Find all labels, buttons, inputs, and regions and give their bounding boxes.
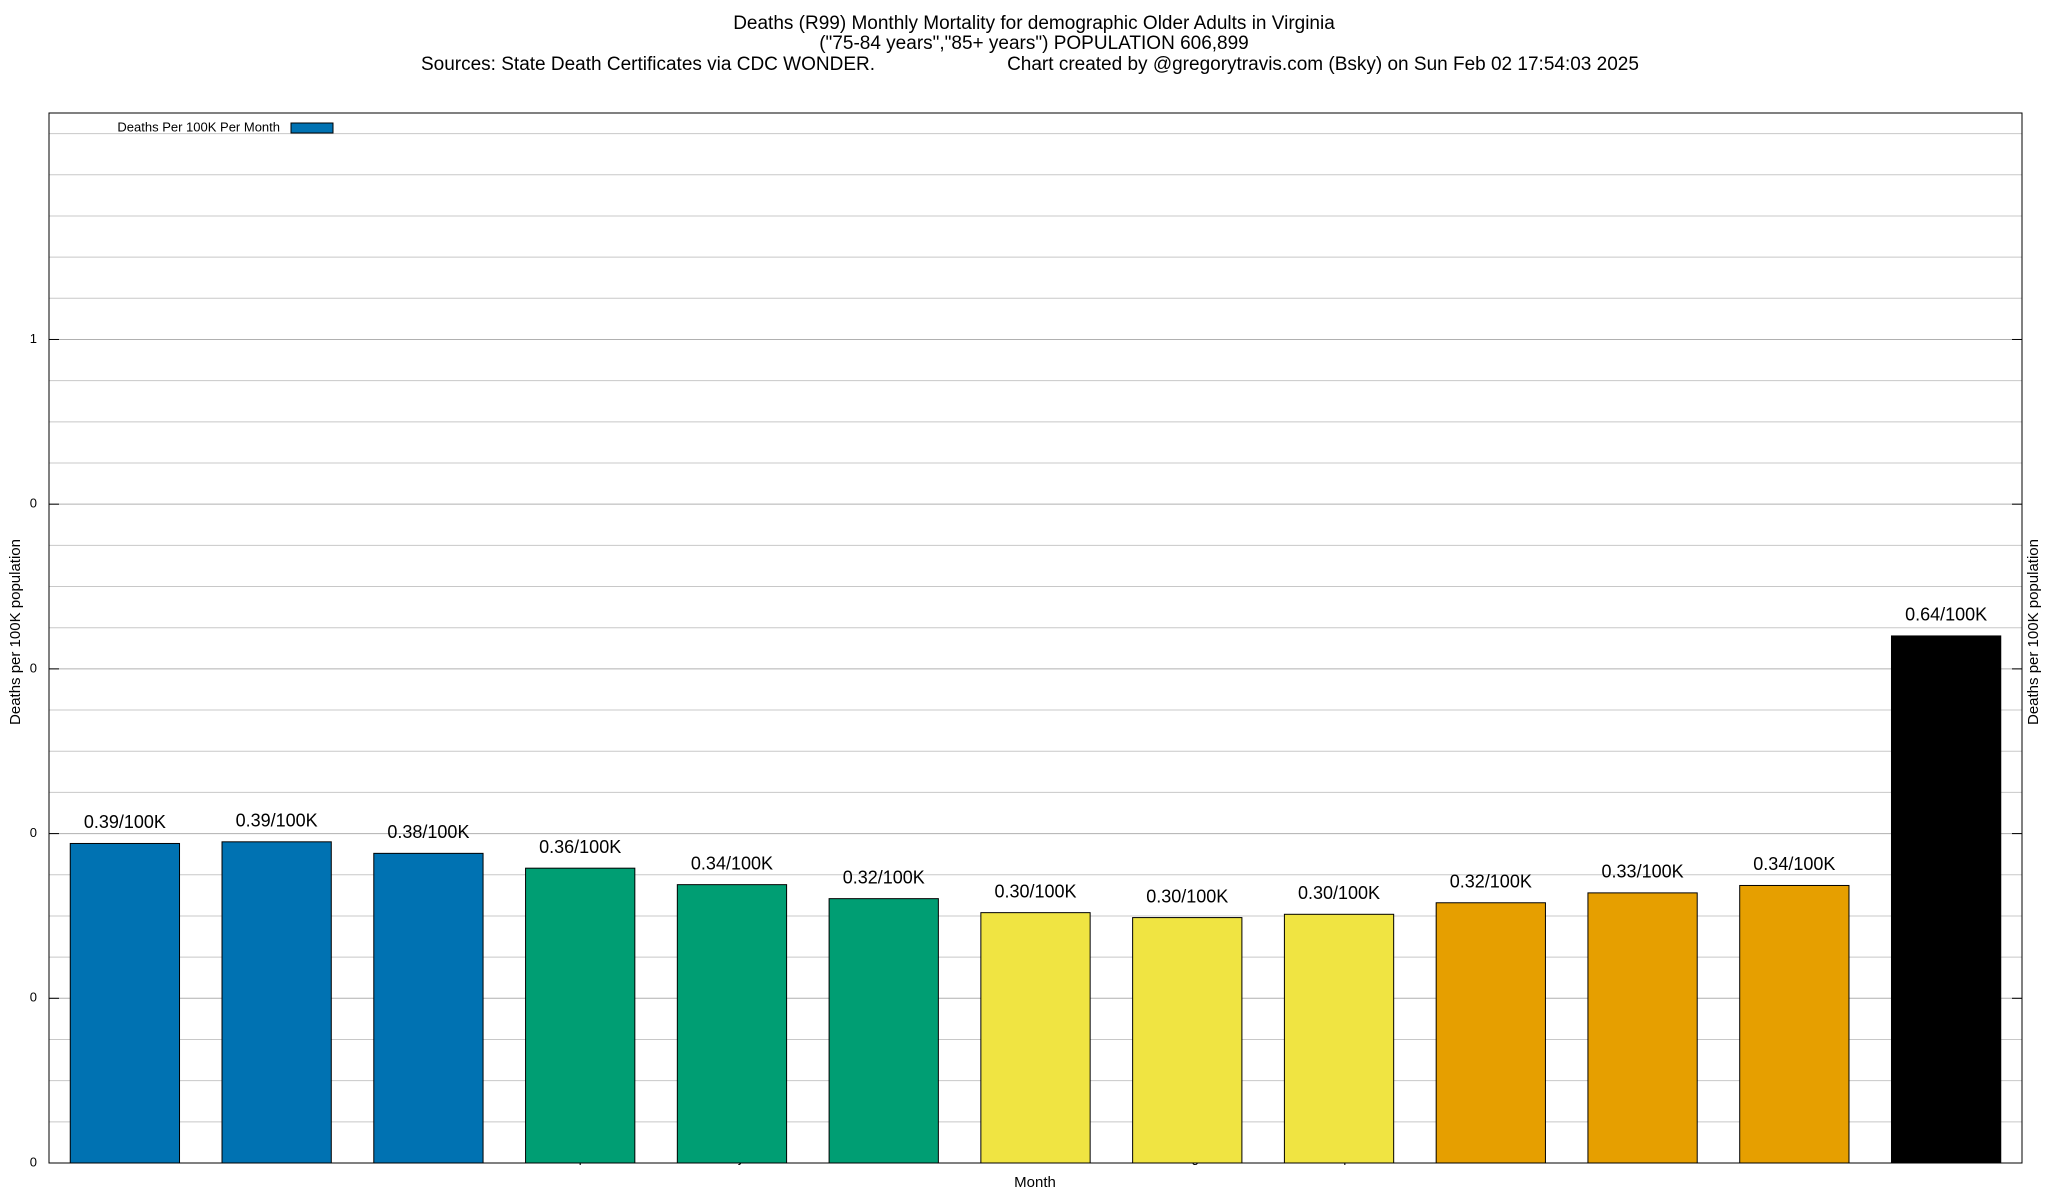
bar — [828, 898, 939, 1164]
value-label: 0.64/100K — [1905, 605, 1987, 625]
value-label: 0.39/100K — [236, 811, 318, 831]
bar — [221, 841, 332, 1164]
chart-subtitle: ("75-84 years","85+ years") POPULATION 6… — [819, 33, 1249, 54]
bar — [69, 842, 181, 1164]
legend-swatch — [290, 122, 334, 134]
y-tick-label: 0 — [30, 660, 37, 675]
y-tick-label: 0 — [30, 825, 37, 840]
bar — [1435, 902, 1546, 1164]
chart-title: Deaths (R99) Monthly Mortality for demog… — [733, 13, 1335, 34]
bar — [1587, 892, 1698, 1164]
value-label: 0.38/100K — [387, 822, 469, 842]
bar — [1890, 635, 2002, 1164]
value-label: 0.34/100K — [1753, 854, 1835, 874]
bar — [676, 884, 788, 1164]
y-axis-label: Deaths per 100K population — [7, 539, 24, 725]
y2-axis-label: Deaths per 100K population — [2025, 539, 2042, 725]
bar — [373, 852, 484, 1164]
value-label: 0.33/100K — [1602, 862, 1684, 882]
value-label: 0.32/100K — [843, 867, 925, 887]
bar — [525, 867, 636, 1164]
x-axis-label: Month — [1014, 1174, 1056, 1191]
bar — [1132, 917, 1243, 1164]
value-label: 0.30/100K — [994, 881, 1076, 901]
plot-border — [48, 112, 2023, 1164]
credit: Chart created by @gregorytravis.com (Bsk… — [1007, 54, 1639, 75]
y-tick-label: 0 — [30, 496, 37, 511]
y-tick-label: 1 — [30, 331, 37, 346]
value-label: 0.34/100K — [691, 853, 773, 873]
sources: Sources: State Death Certificates via CD… — [421, 54, 875, 75]
value-label: 0.32/100K — [1450, 872, 1532, 892]
value-label: 0.36/100K — [539, 837, 621, 857]
bar — [1739, 884, 1850, 1164]
value-label: 0.39/100K — [84, 812, 166, 832]
y-tick-label: 0 — [30, 1154, 37, 1169]
value-label: 0.30/100K — [1298, 883, 1380, 903]
y-tick-label: 0 — [30, 990, 37, 1005]
bar — [1283, 913, 1395, 1164]
bar — [980, 912, 1091, 1164]
legend-label: Deaths Per 100K Per Month — [117, 119, 280, 134]
value-label: 0.30/100K — [1146, 886, 1228, 906]
